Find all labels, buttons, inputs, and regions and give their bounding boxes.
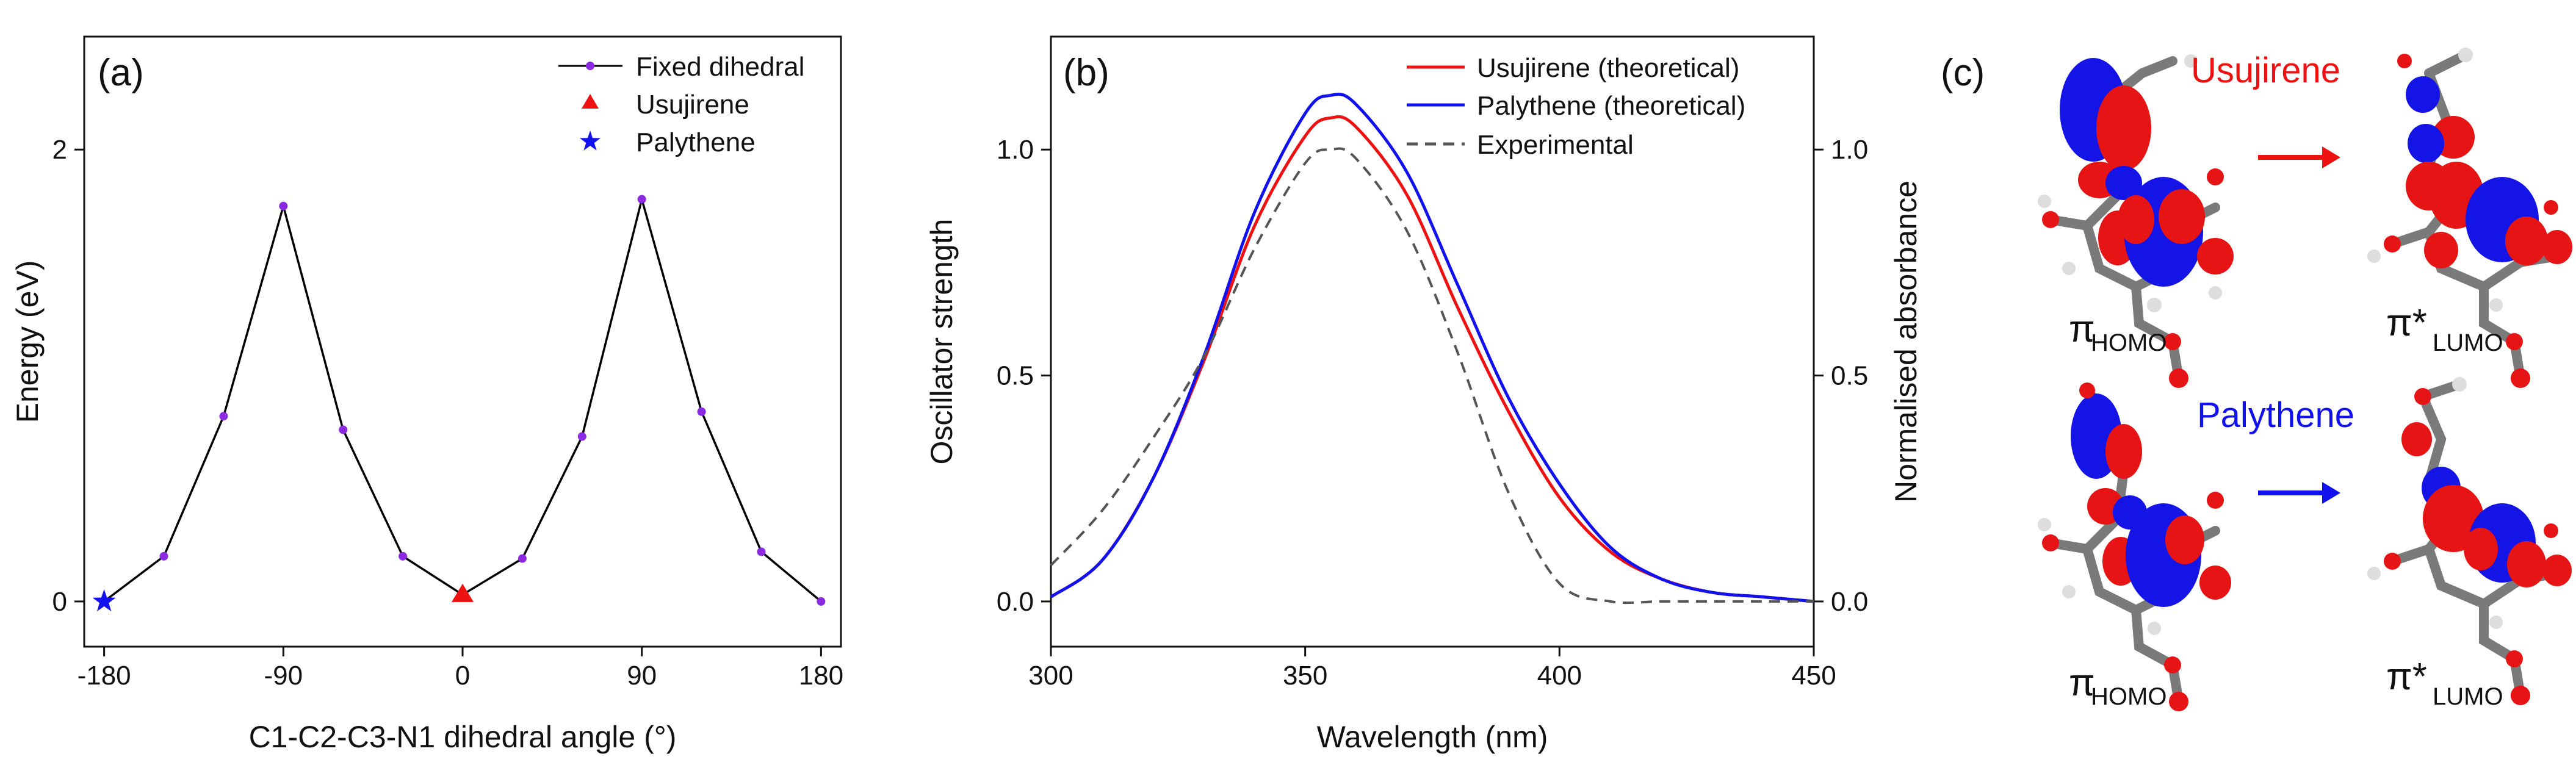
homo-sub-1: HOMO bbox=[2091, 329, 2167, 356]
legend-label-palythene-theory: Palythene (theoretical) bbox=[1477, 91, 1745, 121]
data-point-fixed-dihedral bbox=[159, 551, 168, 561]
y-tick-label-b: 0.0 bbox=[997, 587, 1034, 617]
series-palythene-theoretical bbox=[1050, 92, 1814, 603]
y-axis-label-b: Oscillator strength bbox=[925, 219, 959, 465]
series-experimental bbox=[1050, 147, 1814, 605]
data-point-fixed-dihedral bbox=[279, 201, 288, 210]
molecule-usujirene-lumo bbox=[2367, 48, 2572, 388]
y-axis-label-a: Energy (eV) bbox=[10, 260, 45, 423]
x-tick-label-b: 350 bbox=[1283, 661, 1327, 691]
molecule-label-usujirene: Usujirene bbox=[2191, 51, 2340, 90]
data-point-fixed-dihedral bbox=[339, 425, 348, 434]
orbital-lobe-blue bbox=[2408, 124, 2444, 163]
orbital-lobe-red bbox=[2105, 424, 2142, 479]
molecule-label-palythene: Palythene bbox=[2197, 395, 2354, 435]
orbital-lobe-red bbox=[2401, 422, 2432, 456]
orbital-lobe-red bbox=[2096, 85, 2151, 171]
legend-a: Fixed dihedral Usujirene Palythene bbox=[558, 52, 804, 157]
data-point-fixed-dihedral bbox=[577, 432, 586, 441]
atoms bbox=[2038, 54, 2224, 388]
legend-marker-usujirene bbox=[582, 94, 599, 109]
orbital-lobe-red bbox=[2505, 217, 2548, 265]
x-tick-label-a: -90 bbox=[264, 661, 303, 691]
y-right-tick-label-b: 0.0 bbox=[1831, 587, 1868, 617]
y-right-tick-label-b: 1.0 bbox=[1831, 135, 1868, 165]
x-tick-label-a: 0 bbox=[455, 661, 470, 691]
legend-label-usujirene: Usujirene bbox=[636, 90, 749, 120]
x-tick-label-b: 400 bbox=[1537, 661, 1582, 691]
orbital-lobe-red bbox=[2197, 238, 2234, 275]
orbital-lobe-red bbox=[2199, 566, 2231, 600]
transition-arrow-usujirene bbox=[2258, 146, 2340, 168]
lumo-sub-1: LUMO bbox=[2433, 329, 2503, 356]
x-axis-label-a: C1-C2-C3-N1 dihedral angle (°) bbox=[249, 720, 677, 754]
homo-label-1: π bbox=[2069, 308, 2095, 350]
data-point-palythene bbox=[92, 589, 116, 612]
legend-label-usujirene-theory: Usujirene (theoretical) bbox=[1477, 53, 1739, 83]
lumo-label-2: π* bbox=[2386, 656, 2427, 698]
homo-label-2: π bbox=[2069, 662, 2095, 704]
molecule-palythene-homo bbox=[2038, 382, 2231, 711]
legend-b: Usujirene (theoretical) Palythene (theor… bbox=[1407, 53, 1745, 160]
panel-label-c: (c) bbox=[1941, 52, 1985, 94]
y-tick-label-b: 0.5 bbox=[997, 361, 1034, 391]
data-point-fixed-dihedral bbox=[697, 407, 706, 416]
orbital-lobe-red bbox=[2464, 528, 2498, 570]
series-line-fixed-dihedral bbox=[103, 195, 822, 603]
data-point-fixed-dihedral bbox=[757, 547, 766, 556]
data-point-usujirene bbox=[452, 583, 474, 602]
legend-marker-palythene bbox=[579, 131, 601, 151]
molecule-usujirene-homo bbox=[2038, 54, 2234, 388]
orbital-lobe-red bbox=[2118, 195, 2154, 244]
x-tick-label-a: -180 bbox=[78, 661, 131, 691]
atoms bbox=[2367, 377, 2558, 705]
lumo-label-1: π* bbox=[2386, 302, 2427, 344]
data-point-fixed-dihedral bbox=[637, 195, 646, 204]
absorbance-panel: (b) 300 350 400 450 0.0 0.5 1.0 0.0 0.5 1.0 Wav… bbox=[925, 35, 1923, 754]
x-tick-label-a: 90 bbox=[627, 661, 657, 691]
orbital-lobe-red bbox=[2424, 232, 2458, 268]
molecule-palythene-lumo bbox=[2367, 377, 2572, 705]
orbital-lobe-red bbox=[2507, 541, 2546, 587]
panel-label-a: (a) bbox=[98, 52, 144, 94]
legend-marker-fixed bbox=[586, 62, 594, 70]
orbital-lobe-red bbox=[2159, 189, 2205, 244]
y-tick-label-a: 2 bbox=[52, 135, 67, 165]
orbital-lobe-blue bbox=[2105, 166, 2142, 200]
data-point-fixed-dihedral bbox=[399, 551, 408, 561]
x-tick-label-b: 450 bbox=[1791, 661, 1836, 691]
series-usujirene-theoretical bbox=[1050, 115, 1814, 603]
data-point-fixed-dihedral bbox=[817, 597, 826, 606]
orbital-lobe-red bbox=[2542, 555, 2572, 586]
legend-label-palythene: Palythene bbox=[636, 128, 756, 157]
plot-frame-b bbox=[1050, 35, 1815, 648]
atoms bbox=[2038, 382, 2224, 711]
y-tick-label-a: 0 bbox=[52, 587, 67, 617]
legend-label-fixed: Fixed dihedral bbox=[636, 52, 804, 82]
y-tick-label-b: 1.0 bbox=[997, 135, 1034, 165]
lumo-sub-2: LUMO bbox=[2433, 683, 2503, 710]
panel-label-b: (b) bbox=[1063, 52, 1109, 94]
orbital-lobe-red bbox=[2165, 515, 2204, 564]
energy-panel: (a) -180 -90 0 90 180 0 2 C1-C2-C3-N1 dihedra… bbox=[10, 35, 843, 754]
data-point-fixed-dihedral bbox=[518, 554, 527, 563]
transition-arrow-palythene bbox=[2258, 482, 2340, 504]
x-tick-label-a: 180 bbox=[799, 661, 843, 691]
orbital-panel: (c) Usujirene bbox=[1941, 48, 2572, 711]
y-right-tick-label-b: 0.5 bbox=[1831, 361, 1868, 391]
legend-label-experimental: Experimental bbox=[1477, 130, 1634, 160]
x-axis-label-b: Wavelength (nm) bbox=[1317, 720, 1548, 754]
orbital-lobe-red bbox=[2542, 230, 2572, 264]
data-point-fixed-dihedral bbox=[219, 412, 228, 421]
atoms bbox=[2367, 48, 2558, 388]
orbital-lobe-blue bbox=[2406, 76, 2440, 113]
x-tick-label-b: 300 bbox=[1028, 661, 1073, 691]
homo-sub-2: HOMO bbox=[2091, 683, 2167, 710]
y-axis-right-label-b: Normalised absorbance bbox=[1889, 181, 1923, 503]
